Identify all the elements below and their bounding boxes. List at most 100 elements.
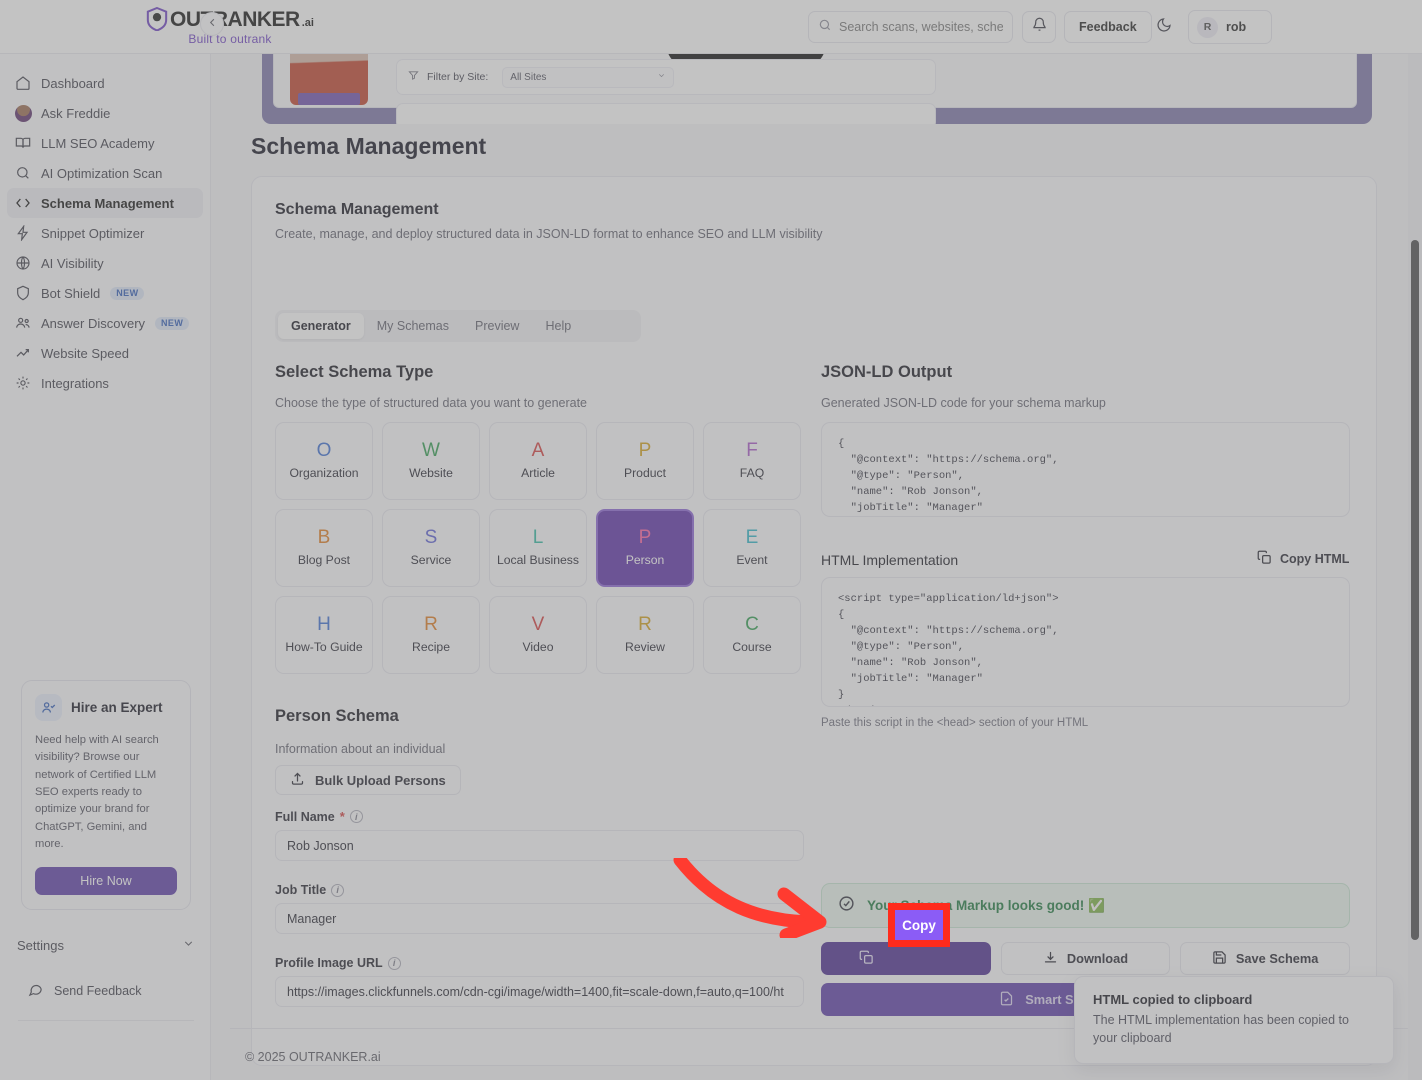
sidebar-item-bot-shield[interactable]: Bot Shield NEW xyxy=(7,278,203,308)
schema-type-card-person[interactable]: P Person xyxy=(596,509,694,587)
trending-up-icon xyxy=(15,345,31,361)
sidebar-item-snippet-optimizer[interactable]: Snippet Optimizer xyxy=(7,218,203,248)
sidebar-item-ai-visibility[interactable]: AI Visibility xyxy=(7,248,203,278)
info-icon[interactable]: i xyxy=(331,883,345,897)
sidebar-item-dashboard[interactable]: Dashboard xyxy=(7,68,203,98)
download-button[interactable]: Download xyxy=(1000,942,1171,975)
html-implementation-heading: HTML Implementation xyxy=(821,552,959,568)
schema-type-letter: E xyxy=(745,527,759,549)
schema-type-letter: R xyxy=(638,614,652,636)
sidebar-item-label: LLM SEO Academy xyxy=(41,135,155,151)
sidebar-item-schema-management[interactable]: Schema Management xyxy=(7,188,203,218)
bulk-upload-persons-button[interactable]: Bulk Upload Persons xyxy=(275,765,461,795)
schema-type-card-faq[interactable]: F FAQ xyxy=(703,422,801,500)
message-square-icon xyxy=(28,982,43,1000)
download-label: Download xyxy=(1066,951,1129,966)
search-input[interactable] xyxy=(839,20,1003,34)
schema-type-letter: B xyxy=(317,527,331,549)
full-name-input[interactable] xyxy=(275,830,804,861)
copy-html-button[interactable]: Copy HTML xyxy=(1257,550,1349,568)
schema-type-label: Course xyxy=(732,640,772,655)
hire-now-button[interactable]: Hire Now xyxy=(35,866,177,895)
chevron-left-icon xyxy=(207,17,218,31)
schema-type-card-how-to-guide[interactable]: H How-To Guide xyxy=(275,596,373,674)
full-name-label: Full Name * i xyxy=(275,809,363,824)
copy-icon xyxy=(859,950,874,968)
save-icon xyxy=(1212,950,1227,968)
clipboard-toast: HTML copied to clipboard The HTML implem… xyxy=(1074,976,1394,1064)
schema-type-letter: A xyxy=(531,440,545,462)
sidebar-item-ai-optimization-scan[interactable]: AI Optimization Scan xyxy=(7,158,203,188)
filter-label: Filter by Site: xyxy=(427,71,489,83)
feedback-button[interactable]: Feedback xyxy=(1064,11,1152,43)
avatar-icon xyxy=(14,104,32,122)
job-title-input[interactable] xyxy=(275,903,804,934)
global-search[interactable] xyxy=(808,11,1013,43)
select-schema-type-subheading: Choose the type of structured data you w… xyxy=(275,396,588,410)
profile-image-url-input[interactable] xyxy=(275,976,804,1007)
download-icon xyxy=(1043,950,1058,968)
sidebar-item-settings[interactable]: Settings xyxy=(8,929,204,961)
schema-type-card-article[interactable]: A Article xyxy=(489,422,587,500)
bolt-icon xyxy=(15,225,31,241)
bulk-upload-label: Bulk Upload Persons xyxy=(315,772,446,788)
tab-preview[interactable]: Preview xyxy=(475,319,520,333)
schema-type-label: Blog Post xyxy=(297,553,351,568)
person-schema-heading: Person Schema xyxy=(275,707,399,725)
schema-type-letter: F xyxy=(746,440,758,462)
sidebar-item-integrations[interactable]: Integrations xyxy=(7,368,203,398)
sidebar-item-label: AI Visibility xyxy=(41,255,104,271)
copy-json-button[interactable]: Copy JSON xyxy=(821,942,991,975)
jsonld-output-subheading: Generated JSON-LD code for your schema m… xyxy=(821,396,1106,410)
html-code-block: <script type="application/ld+json"> { "@… xyxy=(821,577,1350,707)
schema-type-card-product[interactable]: P Product xyxy=(596,422,694,500)
tab-help[interactable]: Help xyxy=(545,319,572,333)
schema-type-card-recipe[interactable]: R Recipe xyxy=(382,596,480,674)
top-preview-strip: Filter by Site: All Sites xyxy=(262,46,1372,124)
gear-icon xyxy=(15,375,31,391)
schema-type-card-organization[interactable]: O Organization xyxy=(275,422,373,500)
schema-type-card-blog-post[interactable]: B Blog Post xyxy=(275,509,373,587)
check-circle-icon xyxy=(838,895,855,917)
schema-type-card-service[interactable]: S Service xyxy=(382,509,480,587)
tab-generator[interactable]: Generator xyxy=(278,313,364,339)
filter-by-site-row: Filter by Site: All Sites xyxy=(396,59,936,95)
hire-an-expert-card: Hire an Expert Need help with AI search … xyxy=(21,680,191,910)
annotation-copy-highlight[interactable]: Copy xyxy=(888,903,950,947)
schema-type-card-website[interactable]: W Website xyxy=(382,422,480,500)
app-logo[interactable]: OUTRANKER .ai Built to outrank xyxy=(140,6,320,46)
sidebar-item-llm-seo-academy[interactable]: LLM SEO Academy xyxy=(7,128,203,158)
avatar: R xyxy=(1197,16,1218,38)
schema-type-label: Person xyxy=(625,553,665,568)
sidebar-item-answer-discovery[interactable]: Answer Discovery NEW xyxy=(7,308,203,338)
info-icon[interactable]: i xyxy=(349,810,363,823)
save-schema-button[interactable]: Save Schema xyxy=(1180,942,1350,975)
theme-toggle-button[interactable] xyxy=(1148,11,1180,43)
schema-type-card-video[interactable]: V Video xyxy=(489,596,587,674)
sidebar-collapse-button[interactable] xyxy=(200,12,224,36)
tab-my-schemas[interactable]: My Schemas xyxy=(376,319,449,333)
shield-logo-icon xyxy=(146,6,168,32)
sidebar-item-label: Ask Freddie xyxy=(41,105,111,121)
sidebar-item-label: Answer Discovery xyxy=(41,315,146,331)
main-content-area: Schema Management Schema Management Crea… xyxy=(211,54,1422,1080)
schema-type-label: Organization xyxy=(289,466,359,481)
sidebar-item-ask-freddie[interactable]: Ask Freddie xyxy=(7,98,203,128)
info-icon[interactable]: i xyxy=(387,956,401,970)
notifications-button[interactable] xyxy=(1022,11,1056,43)
schema-type-card-review[interactable]: R Review xyxy=(596,596,694,674)
logo-suffix: .ai xyxy=(301,17,314,29)
schema-type-card-local-business[interactable]: L Local Business xyxy=(489,509,587,587)
user-menu[interactable]: R rob xyxy=(1188,10,1272,44)
schema-type-card-event[interactable]: E Event xyxy=(703,509,801,587)
job-title-label: Job Title i xyxy=(275,883,345,897)
sidebar-item-send-feedback[interactable]: Send Feedback xyxy=(28,982,142,1000)
sidebar-item-website-speed[interactable]: Website Speed xyxy=(7,338,203,368)
schema-type-card-course[interactable]: C Course xyxy=(703,596,801,674)
page-scrollbar-thumb[interactable] xyxy=(1411,240,1419,940)
site-select[interactable]: All Sites xyxy=(502,66,675,88)
user-check-icon xyxy=(35,694,62,721)
jsonld-output-heading: JSON-LD Output xyxy=(821,363,953,381)
profile-image-url-label: Profile Image URL i xyxy=(275,956,401,970)
